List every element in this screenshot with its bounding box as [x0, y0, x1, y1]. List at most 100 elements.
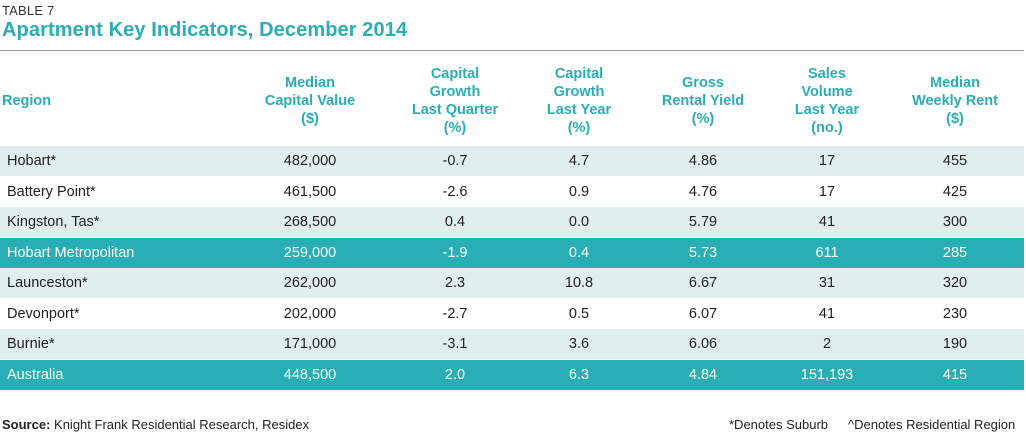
- header-text: ($): [301, 111, 319, 127]
- header-text: Sales: [808, 66, 846, 82]
- source-note: Source: Knight Frank Residential Researc…: [2, 417, 309, 432]
- cell-growth-year: 3.6: [568, 336, 590, 352]
- header-text: Capital: [430, 66, 480, 82]
- header-text: Last Quarter: [411, 102, 499, 118]
- cell-growth-quarter: -3.1: [442, 336, 468, 352]
- cell-region: Hobart Metropolitan: [7, 244, 135, 261]
- table-row: Kingston, Tas* 268,500 0.4 0.0 5.79 41 300: [0, 207, 1024, 237]
- header-text: Median: [930, 75, 980, 91]
- header-text: Last Year: [794, 102, 860, 118]
- header-region: Region: [2, 58, 232, 144]
- header-gross-rental-yield: Gross Rental Yield (%): [643, 58, 763, 144]
- cell-region: Devonport*: [7, 305, 80, 322]
- table-row: Hobart* 482,000 -0.7 4.7 4.86 17 455: [0, 146, 1024, 176]
- cell-rental-yield: 4.86: [688, 153, 718, 169]
- cell-weekly-rent: 285: [942, 244, 968, 261]
- cell-weekly-rent: 190: [942, 336, 968, 352]
- cell-sales-volume: 41: [818, 214, 836, 230]
- cell-weekly-rent: 230: [942, 305, 968, 322]
- header-text: Rental Yield: [661, 93, 745, 109]
- cell-sales-volume: 611: [815, 244, 839, 261]
- source-text: Knight Frank Residential Research, Resid…: [54, 417, 310, 432]
- cell-median-value: 461,500: [283, 183, 337, 200]
- cell-rental-yield: 4.84: [688, 366, 718, 383]
- cell-sales-volume: 41: [818, 305, 836, 322]
- title-divider: [0, 50, 1024, 51]
- table-row: Launceston* 262,000 2.3 10.8 6.67 31 320: [0, 268, 1024, 298]
- cell-growth-quarter: -1.9: [442, 244, 468, 261]
- cell-rental-yield: 6.67: [688, 275, 718, 291]
- cell-region: Kingston, Tas*: [7, 214, 100, 230]
- table-label: TABLE 7: [2, 3, 55, 18]
- header-text: ($): [946, 111, 964, 127]
- header-text: (%): [691, 111, 715, 127]
- cell-region: Burnie*: [7, 336, 55, 352]
- header-region-text: Region: [2, 93, 52, 109]
- cell-median-value: 202,000: [283, 305, 337, 322]
- header-text: Gross: [682, 75, 724, 91]
- header-text: Growth: [553, 84, 605, 100]
- cell-sales-volume: 17: [818, 153, 836, 169]
- header-capital-growth-quarter: Capital Growth Last Quarter (%): [395, 58, 515, 144]
- cell-rental-yield: 5.79: [688, 214, 718, 230]
- cell-sales-volume: 17: [818, 183, 836, 200]
- table-row: Devonport* 202,000 -2.7 0.5 6.07 41 230: [0, 298, 1024, 329]
- cell-region: Launceston*: [7, 275, 88, 291]
- cell-growth-year: 0.4: [568, 244, 590, 261]
- cell-sales-volume: 31: [818, 275, 836, 291]
- table-row: Australia 448,500 2.0 6.3 4.84 151,193 415: [0, 359, 1024, 390]
- cell-rental-yield: 6.07: [688, 305, 718, 322]
- cell-region: Australia: [7, 366, 64, 383]
- header-text: (%): [443, 120, 467, 136]
- cell-median-value: 268,500: [283, 214, 337, 230]
- cell-weekly-rent: 320: [942, 275, 968, 291]
- cell-median-value: 482,000: [283, 153, 337, 169]
- cell-median-value: 259,000: [283, 244, 337, 261]
- header-median-weekly-rent: Median Weekly Rent ($): [895, 58, 1015, 144]
- cell-growth-quarter: 0.4: [444, 214, 466, 230]
- header-text: Volume: [801, 84, 853, 100]
- cell-rental-yield: 4.76: [688, 183, 718, 200]
- table-row: Battery Point* 461,500 -2.6 0.9 4.76 17 425: [0, 176, 1024, 207]
- header-median-capital-value: Median Capital Value ($): [250, 58, 370, 144]
- header-text: Median: [285, 75, 335, 91]
- cell-growth-year: 0.0: [568, 214, 590, 230]
- table-row: Burnie* 171,000 -3.1 3.6 6.06 2 190: [0, 329, 1024, 359]
- cell-growth-year: 0.9: [568, 183, 590, 200]
- region-note: ^Denotes Residential Region: [848, 417, 1016, 432]
- cell-growth-year: 10.8: [564, 275, 594, 291]
- table-row: Hobart Metropolitan 259,000 -1.9 0.4 5.73 611…: [0, 237, 1024, 268]
- cell-weekly-rent: 415: [942, 366, 968, 383]
- cell-growth-quarter: -0.7: [442, 153, 468, 169]
- header-text: (no.): [811, 120, 843, 136]
- cell-weekly-rent: 300: [942, 214, 968, 230]
- cell-weekly-rent: 425: [942, 183, 968, 200]
- header-text: (%): [567, 120, 591, 136]
- cell-growth-year: 6.3: [568, 366, 590, 383]
- cell-rental-yield: 5.73: [688, 244, 718, 261]
- cell-rental-yield: 6.06: [688, 336, 718, 352]
- source-label: Source:: [2, 417, 51, 432]
- header-capital-growth-year: Capital Growth Last Year (%): [519, 58, 639, 144]
- cell-growth-quarter: -2.7: [442, 305, 468, 322]
- header-text: Capital: [554, 66, 604, 82]
- suburb-note: *Denotes Suburb: [729, 417, 829, 432]
- cell-region: Battery Point*: [7, 183, 96, 200]
- header-text: Capital Value: [264, 93, 356, 109]
- header-sales-volume: Sales Volume Last Year (no.): [767, 58, 887, 144]
- cell-median-value: 448,500: [283, 366, 337, 383]
- header-text: Weekly Rent: [912, 93, 998, 109]
- header-text: Last Year: [546, 102, 612, 118]
- cell-sales-volume: 151,193: [800, 366, 854, 383]
- cell-weekly-rent: 455: [942, 153, 968, 169]
- cell-median-value: 171,000: [283, 336, 337, 352]
- cell-growth-year: 4.7: [568, 153, 590, 169]
- cell-growth-quarter: 2.0: [444, 366, 466, 383]
- cell-growth-year: 0.5: [568, 305, 590, 322]
- page-title: Apartment Key Indicators, December 2014: [2, 19, 408, 41]
- cell-sales-volume: 2: [822, 336, 832, 352]
- header-text: Growth: [429, 84, 481, 100]
- cell-growth-quarter: 2.3: [444, 275, 466, 291]
- cell-growth-quarter: -2.6: [442, 183, 468, 200]
- cell-median-value: 262,000: [283, 275, 337, 291]
